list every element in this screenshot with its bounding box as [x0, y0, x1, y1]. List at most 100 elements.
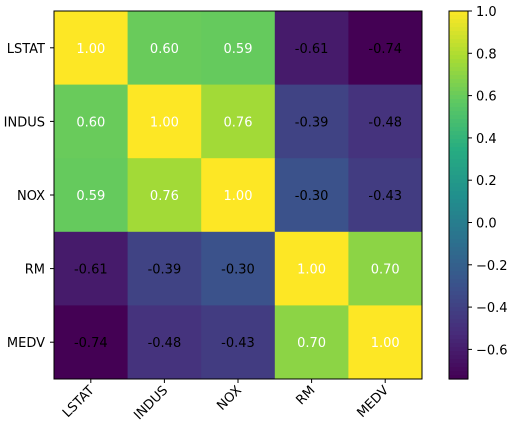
cell-value-label: 1.00	[297, 263, 326, 278]
heatmap-cell-indus-indus	[127, 84, 202, 159]
x-tick-label-lstat: LSTAT	[60, 383, 98, 421]
colorbar-segment	[449, 179, 468, 184]
y-axis-tick-labels: LSTAT INDUS NOX RM MEDV	[4, 42, 54, 351]
colorbar-segment	[449, 67, 468, 72]
colorbar-tick-label: 0.8	[476, 47, 497, 62]
colorbar-segment	[449, 255, 468, 260]
colorbar-segment	[449, 191, 468, 196]
colorbar-segment	[449, 351, 468, 356]
colorbar-segment	[449, 47, 468, 52]
heatmap-cell-nox-lstat	[54, 158, 129, 233]
colorbar-segment	[449, 307, 468, 312]
colorbar-segment	[449, 263, 468, 268]
cell-value-label: 0.76	[150, 189, 179, 204]
colorbar-segment	[449, 131, 468, 136]
colorbar-segment	[449, 115, 468, 120]
colorbar-segment	[449, 203, 468, 208]
colorbar-segment	[449, 139, 468, 144]
cell-value-label: 0.70	[371, 263, 400, 278]
colorbar-segment	[449, 63, 468, 68]
cell-value-label: -0.39	[148, 263, 182, 278]
x-tick-label-rm: RM	[294, 383, 319, 408]
cell-value-label: -0.30	[221, 263, 255, 278]
y-tick-label-rm: RM	[25, 263, 45, 278]
colorbar-segment	[449, 155, 468, 160]
colorbar-tick-label: −0.2	[476, 259, 507, 274]
y-tick-label-nox: NOX	[17, 189, 45, 204]
cell-value-label: -0.30	[295, 189, 329, 204]
colorbar-segment	[449, 355, 468, 360]
colorbar-tick-label: 0.4	[476, 132, 497, 147]
heatmap-cell-labels: 1.00 0.60 0.59 -0.61 -0.74 0.60 1.00 0.76 -0.39 -…	[74, 42, 402, 351]
colorbar-segment	[449, 159, 468, 164]
colorbar-segment	[449, 247, 468, 252]
colorbar-segment	[449, 27, 468, 32]
colorbar-segment	[449, 91, 468, 96]
cell-value-label: 0.76	[224, 115, 253, 130]
cell-value-label: 0.59	[76, 189, 105, 204]
colorbar-frame	[448, 10, 469, 380]
y-tick-label-lstat: LSTAT	[7, 42, 45, 57]
heatmap-cell-nox-indus	[127, 158, 202, 233]
colorbar-segment	[449, 151, 468, 156]
cell-value-label: -0.61	[74, 263, 108, 278]
x-tick-label-medv: MEDV	[354, 383, 392, 421]
colorbar-segment	[449, 295, 468, 300]
cell-value-label: 1.00	[224, 189, 253, 204]
colorbar-segment	[449, 251, 468, 256]
heatmap-cell-rm-lstat	[54, 231, 129, 306]
colorbar-segment	[449, 171, 468, 176]
colorbar-segment	[449, 167, 468, 172]
heatmap-cell-rm-rm	[274, 231, 349, 306]
cell-value-label: -0.48	[368, 115, 402, 130]
cell-value-label: 0.60	[76, 115, 105, 130]
colorbar-segment	[449, 275, 468, 280]
colorbar-segment	[449, 279, 468, 284]
colorbar-segment	[449, 123, 468, 128]
colorbar-segment	[449, 303, 468, 308]
heatmap-cell-lstat-nox	[201, 11, 276, 86]
heatmap-cell-medv-rm	[274, 305, 349, 380]
colorbar-tick-label: 0.2	[476, 174, 497, 189]
colorbar-segment	[449, 111, 468, 116]
colorbar-segment	[449, 163, 468, 168]
heatmap-cell-nox-rm	[274, 158, 349, 233]
colorbar-segment	[449, 199, 468, 204]
heatmap-cells	[53, 10, 423, 380]
colorbar-tick-label: 1.0	[476, 5, 497, 20]
cell-value-label: -0.48	[148, 336, 182, 351]
y-tick-label-indus: INDUS	[4, 115, 45, 130]
colorbar-segment	[449, 103, 468, 108]
colorbar-segment	[449, 327, 468, 332]
x-tick-label-nox: NOX	[214, 383, 244, 413]
cell-value-label: -0.43	[221, 336, 255, 351]
colorbar-segment	[449, 51, 468, 56]
colorbar-segment	[449, 319, 468, 324]
colorbar-segment	[449, 39, 468, 44]
colorbar-segment	[449, 315, 468, 320]
colorbar-segment	[449, 223, 468, 228]
colorbar-segment	[449, 239, 468, 244]
colorbar-segment	[449, 287, 468, 292]
colorbar-segment	[449, 291, 468, 296]
colorbar-segment	[449, 339, 468, 344]
colorbar-segment	[449, 359, 468, 364]
colorbar-segment	[449, 195, 468, 200]
heatmap-cell-rm-nox	[201, 231, 276, 306]
heatmap-cell-medv-indus	[127, 305, 202, 380]
colorbar-segment	[449, 323, 468, 328]
heatmap-cell-lstat-rm	[274, 11, 349, 86]
heatmap-cell-medv-lstat	[54, 305, 129, 380]
heatmap-cell-rm-indus	[127, 231, 202, 306]
colorbar-segment	[449, 15, 468, 20]
cell-value-label: 1.00	[76, 42, 105, 57]
colorbar-segment	[449, 271, 468, 276]
colorbar-segment	[449, 147, 468, 152]
colorbar-segment	[449, 175, 468, 180]
heatmap-cell-medv-nox	[201, 305, 276, 380]
colorbar-segment	[449, 235, 468, 240]
colorbar-segment	[449, 267, 468, 272]
colorbar-segment	[449, 183, 468, 188]
cell-value-label: 0.59	[224, 42, 253, 57]
x-axis-tick-labels: LSTAT INDUS NOX RM MEDV	[60, 379, 392, 423]
